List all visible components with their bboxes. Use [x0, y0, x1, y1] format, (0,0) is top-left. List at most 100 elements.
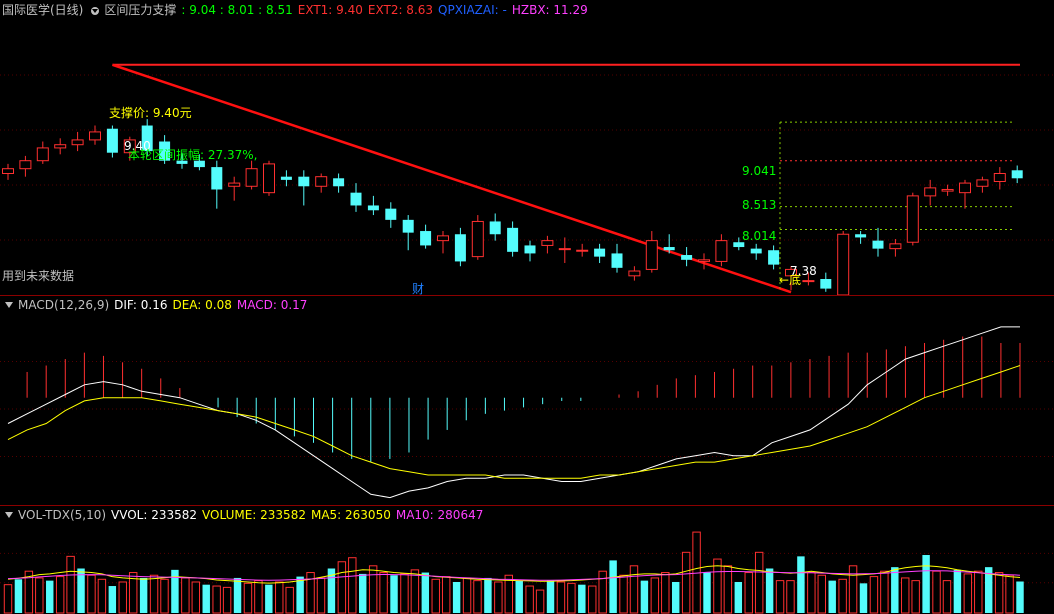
candle-body	[715, 240, 728, 262]
bottom-label: ←底	[779, 273, 802, 287]
vol-bar	[77, 568, 85, 613]
vol-bar	[128, 572, 138, 614]
candle-body	[89, 131, 101, 141]
macd-dea: DEA: 0.08	[172, 298, 232, 312]
candle-body	[959, 182, 971, 194]
volume-chart[interactable]	[0, 506, 1054, 614]
vol-bar	[484, 577, 492, 613]
vol-bar	[233, 577, 242, 613]
volume-pane[interactable]: VOL-TDX(5,10) VVOL: 233582 VOLUME: 233582 M…	[0, 506, 1054, 614]
vol-bar	[838, 578, 847, 614]
vol-bar	[421, 572, 430, 613]
vol-bar	[400, 573, 409, 614]
vol-bar	[337, 561, 347, 614]
vol-bar	[212, 585, 221, 614]
indicator-value-3: QPXIAZAI: -	[438, 3, 507, 17]
candle-body	[333, 178, 345, 187]
vol-vvol: VVOL: 233582	[111, 508, 198, 522]
support-label: 支撑价: 9.40元	[109, 106, 192, 120]
candle-body	[976, 179, 989, 187]
dea-line	[7, 365, 1021, 479]
vol-bar	[410, 569, 420, 614]
vol-name: VOL-TDX(5,10)	[18, 508, 107, 522]
macd-chart[interactable]	[0, 296, 1054, 506]
bottom-price-label: 7.38	[790, 264, 817, 278]
macd-dif: DIF: 0.16	[114, 298, 168, 312]
candle-body	[315, 176, 328, 187]
level-label-3: 8.014	[742, 229, 777, 243]
vol-bar	[97, 578, 107, 614]
dropdown-icon[interactable]	[5, 302, 13, 308]
vol-bar	[368, 565, 378, 614]
candle-body	[454, 234, 466, 262]
vol-bar	[139, 577, 148, 613]
vol-bar	[556, 581, 566, 614]
vol-bar	[681, 551, 691, 614]
candle-body	[263, 163, 275, 194]
vol-bar	[327, 568, 336, 613]
candle-body	[576, 249, 589, 252]
vol-bar	[629, 565, 639, 614]
vol-bar	[775, 580, 785, 614]
vol-bar	[1005, 574, 1014, 614]
candle-body	[489, 221, 501, 235]
stock-title: 国际医学(日线)	[2, 3, 84, 17]
vol-bar	[797, 556, 805, 613]
vol-bar	[807, 572, 816, 614]
kline-chart[interactable]	[0, 0, 1054, 296]
vol-bar	[441, 576, 451, 614]
candle-body	[750, 248, 762, 254]
vol-bar	[650, 577, 660, 614]
vol-bar	[515, 580, 523, 613]
indicator-value-4: HZBX: 11.29	[511, 3, 588, 17]
candle-body	[941, 188, 954, 192]
candle-body	[19, 160, 32, 170]
candle-body	[802, 280, 815, 283]
vol-bar	[984, 567, 993, 613]
vol-bar	[87, 574, 96, 614]
vol-bar	[974, 570, 983, 614]
range-label: 本轮区间振幅: 27.37%,	[128, 148, 258, 162]
candle-body	[245, 168, 258, 187]
indicator-name: 区间压力支撑	[104, 3, 177, 17]
vol-bar	[379, 572, 388, 614]
vol-bar	[671, 581, 680, 613]
pane-separator-2	[0, 505, 1054, 506]
candle-body	[176, 160, 188, 164]
financial-marker[interactable]: 财	[412, 282, 425, 296]
vol-bar	[202, 584, 210, 613]
candle-body	[36, 147, 49, 162]
vol-bar	[817, 574, 826, 614]
ma10-line	[7, 570, 1021, 581]
dropdown-icon[interactable]	[5, 512, 13, 518]
vol-bar	[703, 572, 711, 613]
candle-body	[558, 248, 571, 251]
trend-line	[112, 63, 792, 294]
vol-bar	[285, 586, 294, 614]
vol-bar	[3, 584, 13, 614]
candle-body	[768, 250, 780, 265]
vol-bar	[932, 570, 941, 614]
kline-pane[interactable]: 国际医学(日线) 区间压力支撑: 9.04 : 8.01 : 8.51 EXT1: …	[0, 0, 1054, 296]
vol-header: VOL-TDX(5,10) VVOL: 233582 VOLUME: 233582 M…	[2, 506, 488, 524]
vol-ma5: MA5: 263050	[310, 508, 391, 522]
vol-bar	[546, 580, 555, 613]
vol-bar	[848, 565, 858, 614]
candle-body	[837, 233, 850, 296]
vol-bar	[661, 572, 670, 614]
macd-name: MACD(12,26,9)	[18, 298, 110, 312]
candle-body	[123, 139, 136, 154]
vol-bar	[598, 570, 607, 614]
vol-bar	[118, 581, 127, 614]
candle-body	[471, 220, 484, 258]
vol-bar	[35, 577, 44, 614]
candle-body	[611, 253, 623, 268]
macd-header: MACD(12,26,9) DIF: 0.16 DEA: 0.08 MACD: 0.1…	[2, 296, 312, 314]
indicator-value-1: EXT1: 9.40	[297, 3, 363, 17]
collapse-icon[interactable]	[91, 6, 100, 15]
candle-body	[524, 245, 536, 254]
vol-bar	[275, 581, 284, 614]
vol-bar	[265, 584, 273, 613]
candle-body	[193, 160, 205, 168]
macd-pane[interactable]: MACD(12,26,9) DIF: 0.16 DEA: 0.08 MACD: 0.1…	[0, 296, 1054, 506]
